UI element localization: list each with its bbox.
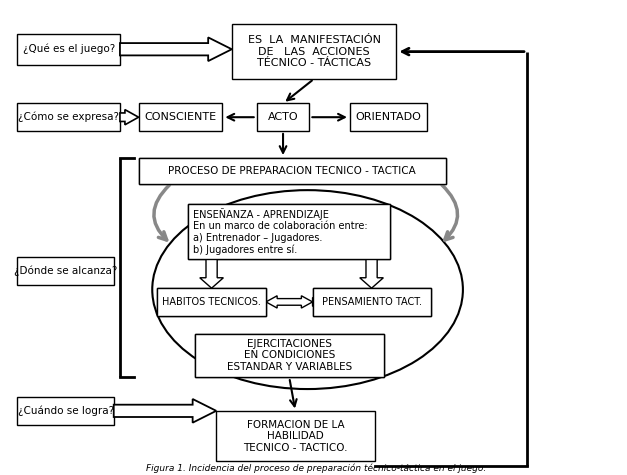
Text: EJERCITACIONES
EN CONDICIONES
ESTANDAR Y VARIABLES: EJERCITACIONES EN CONDICIONES ESTANDAR Y… [226,339,352,372]
Text: ENSEÑANZA - APRENDIZAJE
En un marco de colaboración entre:
a) Entrenador – Jugad: ENSEÑANZA - APRENDIZAJE En un marco de c… [193,208,368,255]
Text: ORIENTADO: ORIENTADO [356,112,421,122]
Text: PROCESO DE PREPARACION TECNICO - TACTICA: PROCESO DE PREPARACION TECNICO - TACTICA [169,166,416,176]
Polygon shape [266,296,312,308]
Text: ¿Dónde se alcanza?: ¿Dónde se alcanza? [14,266,117,276]
FancyBboxPatch shape [139,104,223,131]
Polygon shape [360,259,383,288]
Text: ¿Cómo se expresa?: ¿Cómo se expresa? [18,112,119,123]
Text: EJERCITACIONES
EN CONDICIONES
ESTANDAR Y VARIABLES: EJERCITACIONES EN CONDICIONES ESTANDAR Y… [226,339,352,372]
FancyBboxPatch shape [312,288,431,316]
Ellipse shape [152,190,463,389]
Text: ¿Cuándo se logra?: ¿Cuándo se logra? [18,406,113,416]
Text: HABITOS TECNICOS.: HABITOS TECNICOS. [162,297,261,307]
FancyBboxPatch shape [256,104,310,131]
FancyBboxPatch shape [312,288,431,316]
Polygon shape [120,110,139,125]
FancyBboxPatch shape [18,34,120,65]
Polygon shape [312,294,399,310]
Text: ¿Qué es el juego?: ¿Qué es el juego? [23,44,115,55]
FancyBboxPatch shape [350,104,428,131]
Text: PENSAMIENTO TACT.: PENSAMIENTO TACT. [322,297,421,307]
Polygon shape [200,259,223,288]
Polygon shape [113,399,216,423]
FancyBboxPatch shape [18,397,113,425]
Text: ENSEÑANZA - APRENDIZAJE
En un marco de colaboración entre:
a) Entrenador – Jugad: ENSEÑANZA - APRENDIZAJE En un marco de c… [193,208,368,255]
FancyBboxPatch shape [18,257,113,285]
Text: FORMACION DE LA
HABILIDAD
TECNICO - TACTICO.: FORMACION DE LA HABILIDAD TECNICO - TACT… [243,419,348,453]
Text: Figura 1. Incidencia del proceso de preparación técnico-táctica en el juego.: Figura 1. Incidencia del proceso de prep… [145,464,486,474]
Polygon shape [120,38,232,61]
FancyBboxPatch shape [194,333,384,377]
FancyBboxPatch shape [157,288,266,316]
FancyBboxPatch shape [232,24,396,79]
Text: PROCESO DE PREPARACION TECNICO - TACTICA: PROCESO DE PREPARACION TECNICO - TACTICA [169,166,416,176]
Text: ES  LA  MANIFESTACIÓN
DE   LAS  ACCIONES
TÉCNICO - TÁCTICAS: ES LA MANIFESTACIÓN DE LAS ACCIONES TÉCN… [248,35,381,68]
FancyBboxPatch shape [139,158,446,184]
Text: ACTO: ACTO [268,112,298,122]
FancyBboxPatch shape [18,104,120,131]
Text: HABITOS TECNICOS.: HABITOS TECNICOS. [162,297,261,307]
FancyBboxPatch shape [188,204,390,259]
FancyBboxPatch shape [139,158,446,184]
Text: CONSCIENTE: CONSCIENTE [144,112,216,122]
FancyBboxPatch shape [157,288,266,316]
FancyBboxPatch shape [216,411,375,461]
Polygon shape [179,294,266,310]
FancyBboxPatch shape [188,204,390,259]
Text: PENSAMIENTO TACT.: PENSAMIENTO TACT. [322,297,421,307]
FancyBboxPatch shape [194,333,384,377]
